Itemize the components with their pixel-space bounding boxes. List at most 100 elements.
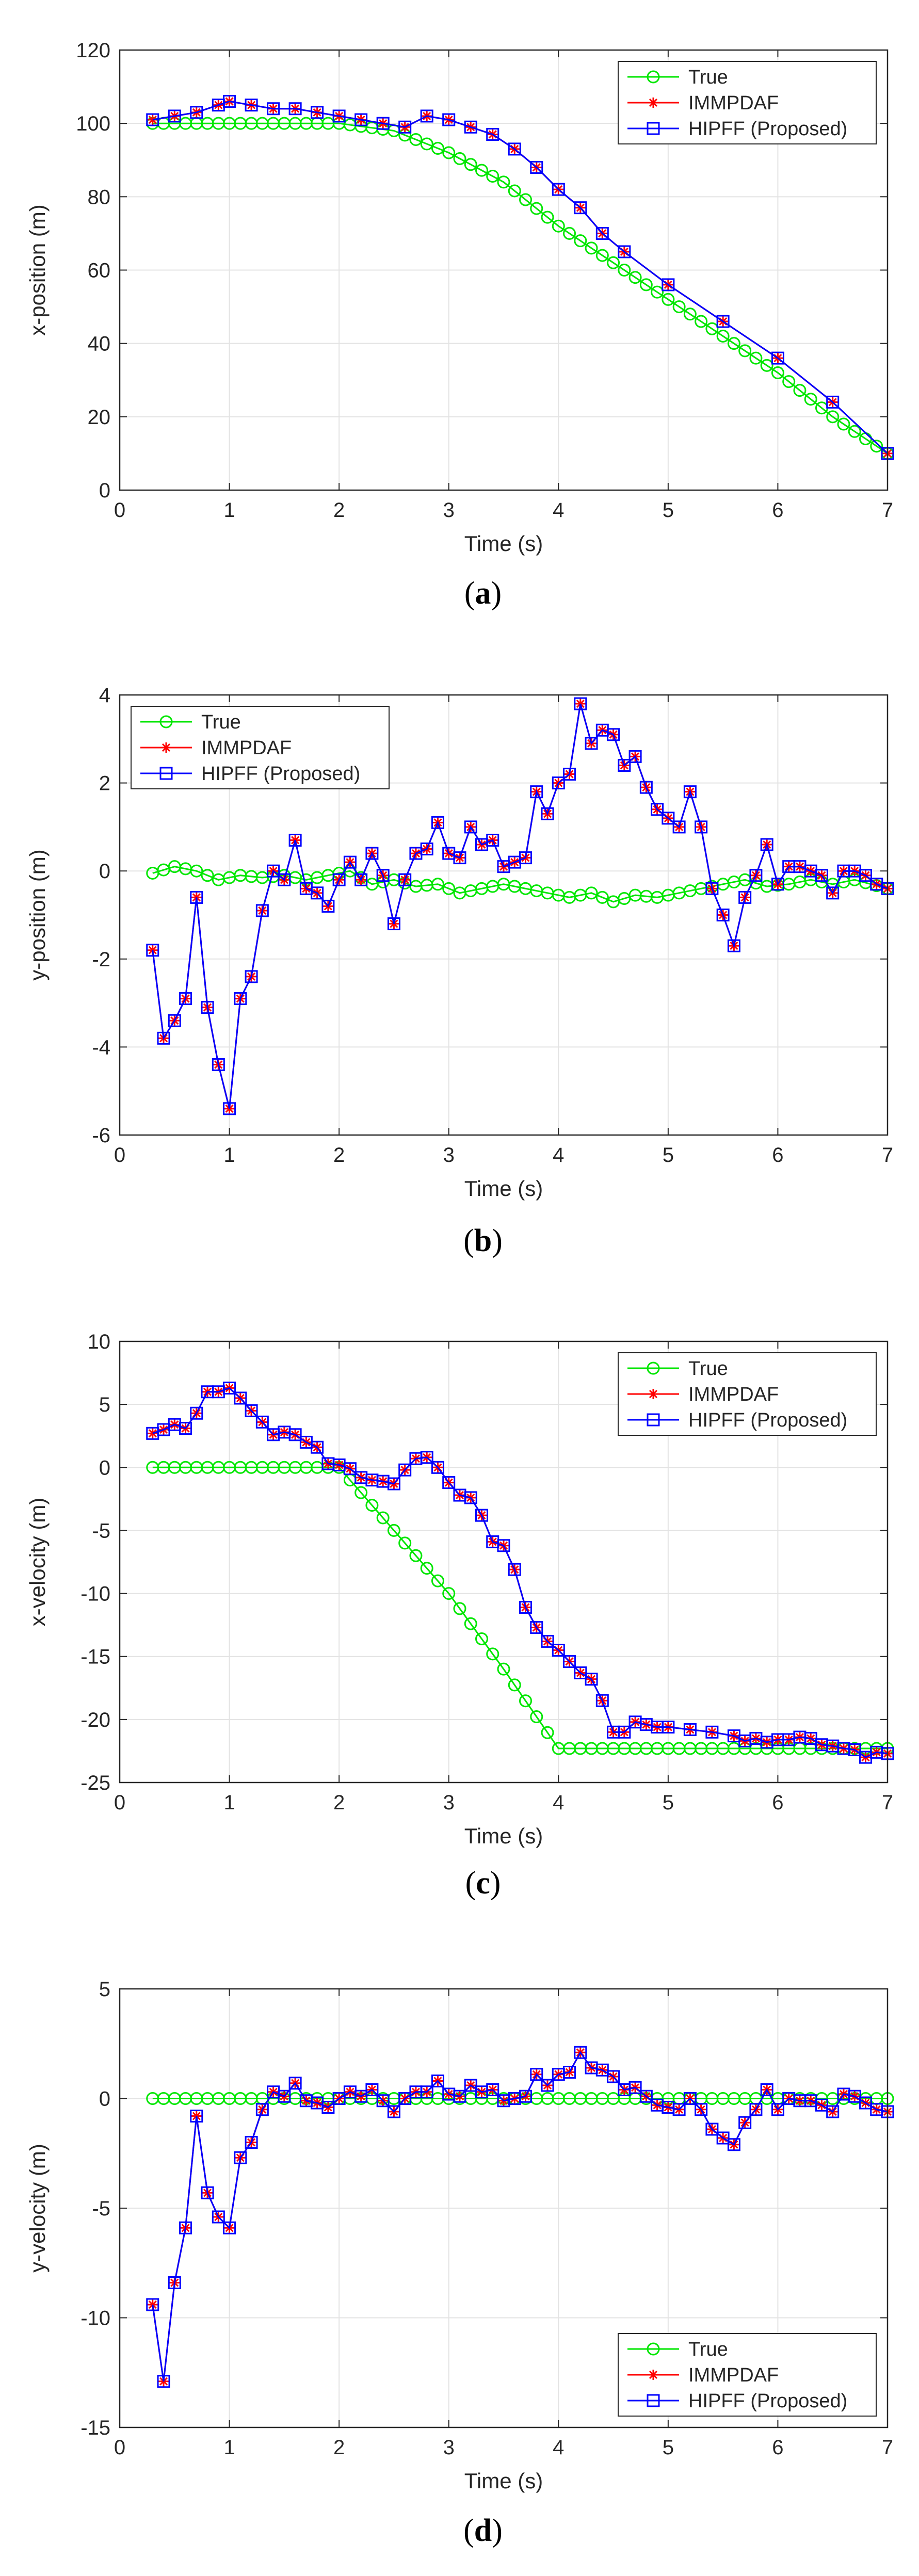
data-point-hipff <box>234 1391 247 1405</box>
data-point-hipff <box>398 120 412 134</box>
data-point-hipff <box>168 1014 181 1027</box>
data-point-hipff <box>486 2083 499 2096</box>
axes: 0 1 2 3 4 5 6 7 -6 -4 -2 0 2 4 <box>92 684 893 1167</box>
data-point-hipff <box>255 2103 269 2116</box>
data-point-true <box>453 1602 466 1615</box>
data-point-hipff <box>705 1725 719 1739</box>
data-point-hipff <box>628 2081 642 2094</box>
data-point-hipff <box>574 201 587 215</box>
data-point-true <box>552 219 565 233</box>
data-point-hipff <box>530 1621 543 1634</box>
data-point-hipff <box>607 728 620 741</box>
data-point-hipff <box>464 1491 477 1504</box>
caption-open: ( <box>464 576 475 611</box>
caption-letter: c <box>476 1866 490 1901</box>
data-point-hipff <box>508 142 521 156</box>
data-point-hipff <box>826 395 840 409</box>
legend-label-immpdaf: IMMPDAF <box>688 2364 779 2386</box>
data-point-true <box>804 393 817 406</box>
data-point-hipff <box>541 1634 554 1648</box>
y-axis-label: x-velocity (m) <box>25 1498 50 1627</box>
data-point-hipff <box>354 873 368 886</box>
data-point-hipff <box>288 1428 302 1441</box>
data-point-hipff <box>683 785 697 799</box>
data-point-hipff <box>727 2138 740 2151</box>
data-point-hipff <box>365 847 379 860</box>
x-tick-label: 5 <box>663 2436 674 2459</box>
x-tick-label: 7 <box>882 2436 893 2459</box>
x-tick-label: 3 <box>443 499 455 522</box>
x-tick-label: 6 <box>772 1791 783 1814</box>
data-point-true <box>442 146 456 159</box>
data-point-hipff <box>343 855 357 869</box>
data-point-true <box>497 175 510 189</box>
data-point-hipff <box>662 278 675 291</box>
legend-label-hipff: HIPFF (Proposed) <box>688 1409 847 1431</box>
data-point-hipff <box>288 2077 302 2090</box>
legend-label-true: True <box>201 711 241 733</box>
y-tick-label: -25 <box>80 1772 110 1794</box>
data-point-hipff <box>749 869 763 882</box>
data-point-hipff <box>595 2063 609 2077</box>
data-point-true <box>760 359 773 372</box>
plot-frame <box>119 49 889 491</box>
y-axis-label: y-velocity (m) <box>25 2144 50 2273</box>
y-tick-label: -5 <box>92 1519 110 1542</box>
data-point-hipff <box>464 820 477 834</box>
data-point-hipff <box>311 106 324 119</box>
data-point-hipff <box>146 944 159 957</box>
series-group <box>146 2046 894 2388</box>
data-point-hipff <box>201 2186 214 2199</box>
data-point-true <box>848 425 861 438</box>
legend: True IMMPDAF HIPFF (Proposed) <box>618 2333 877 2417</box>
data-point-hipff <box>288 833 302 847</box>
x-tick-label: 1 <box>223 2436 235 2459</box>
series-line-hipff <box>152 1387 888 1758</box>
data-point-hipff <box>234 992 247 1006</box>
caption-letter: d <box>474 2513 492 2548</box>
x-tick-label: 0 <box>114 2436 125 2459</box>
x-tick-label: 2 <box>333 1791 345 1814</box>
data-point-true <box>409 1549 423 1562</box>
data-point-true <box>365 1499 379 1512</box>
legend-marker-immpdaf <box>648 98 658 108</box>
legend-marker-hipff <box>647 2394 660 2407</box>
data-point-hipff <box>738 890 752 904</box>
y-tick-label: -5 <box>92 2197 110 2220</box>
x-tick-label: 0 <box>114 1791 125 1814</box>
chart-panel-d: 0 1 2 3 4 5 6 7 -15 -10 -5 0 5 Time (s) y-velocity (m)… <box>25 1978 894 2548</box>
x-axis-label: Time (s) <box>464 2469 543 2493</box>
data-point-hipff <box>607 2070 620 2083</box>
data-point-hipff <box>563 768 576 781</box>
data-point-true <box>695 315 708 328</box>
y-tick-label: -2 <box>92 948 110 971</box>
legend-marker-immpdaf <box>648 1389 658 1399</box>
data-point-true <box>727 337 740 350</box>
data-point-hipff <box>651 803 664 816</box>
data-point-true <box>716 329 730 343</box>
data-point-immpdaf <box>147 2299 158 2310</box>
data-point-hipff <box>442 1476 456 1489</box>
data-point-true <box>541 210 554 224</box>
data-point-true <box>464 1617 477 1630</box>
data-point-hipff <box>420 1451 433 1464</box>
data-point-hipff <box>201 1001 214 1014</box>
data-point-hipff <box>530 785 543 799</box>
legend-marker-true <box>647 2342 660 2356</box>
data-point-hipff <box>278 2089 291 2103</box>
data-point-hipff <box>618 1725 631 1739</box>
data-point-true <box>486 1647 499 1661</box>
caption-open: ( <box>463 1223 474 1258</box>
data-point-immpdaf <box>147 1428 158 1439</box>
y-tick-label: 5 <box>99 1978 110 2001</box>
data-point-hipff <box>212 2210 225 2224</box>
data-point-hipff <box>453 851 466 865</box>
data-point-hipff <box>343 1462 357 1476</box>
data-point-true <box>398 1536 412 1550</box>
legend-marker-immpdaf <box>648 2370 658 2380</box>
data-point-true <box>585 241 598 255</box>
y-tick-label: -15 <box>80 2417 110 2439</box>
data-point-hipff <box>387 2105 400 2118</box>
data-point-hipff <box>760 838 773 851</box>
legend-label-true: True <box>688 67 728 88</box>
